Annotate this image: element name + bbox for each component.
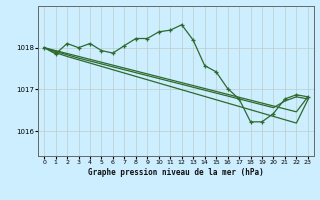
- X-axis label: Graphe pression niveau de la mer (hPa): Graphe pression niveau de la mer (hPa): [88, 168, 264, 177]
